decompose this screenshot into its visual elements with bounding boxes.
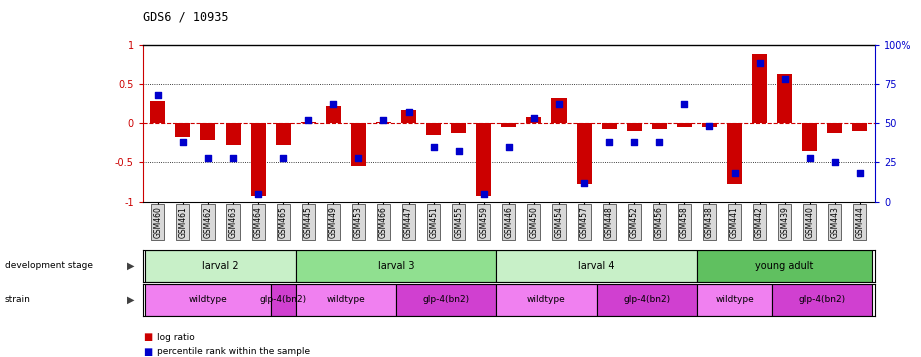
Bar (146, 284, 271, 316)
Text: ▶: ▶ (127, 261, 134, 271)
Bar (251, 123, 265, 196)
Bar (601, 123, 617, 130)
Point (326, 101, 341, 107)
Point (677, 101, 692, 107)
Bar (226, 123, 240, 145)
Text: wildtype: wildtype (527, 295, 565, 305)
Text: wildtype: wildtype (715, 295, 754, 305)
Text: strain: strain (5, 295, 30, 305)
Bar (351, 123, 366, 166)
Bar (677, 123, 692, 127)
Bar (146, 250, 296, 282)
Point (652, 139, 667, 145)
Bar (552, 98, 566, 123)
Text: larval 3: larval 3 (378, 261, 414, 271)
Bar (496, 284, 597, 316)
Bar (802, 123, 817, 151)
Text: log ratio: log ratio (157, 333, 194, 342)
Bar (396, 284, 496, 316)
Bar (296, 284, 396, 316)
Bar (652, 123, 667, 130)
Text: ■: ■ (143, 332, 152, 342)
Point (577, 180, 591, 186)
Text: glp-4(bn2): glp-4(bn2) (423, 295, 470, 305)
Point (150, 92, 165, 98)
Point (301, 117, 316, 123)
Point (351, 155, 366, 161)
Bar (772, 284, 872, 316)
Point (426, 144, 441, 150)
Point (627, 139, 642, 145)
Point (552, 101, 566, 107)
Bar (752, 54, 767, 123)
Point (777, 76, 792, 82)
Point (176, 139, 191, 145)
Bar (697, 250, 872, 282)
Point (702, 124, 717, 129)
Text: wildtype: wildtype (326, 295, 366, 305)
Bar (727, 123, 742, 185)
Bar (271, 284, 296, 316)
Bar (401, 110, 416, 123)
Point (201, 155, 216, 161)
Text: wildtype: wildtype (189, 295, 227, 305)
Text: young adult: young adult (755, 261, 814, 271)
Text: glp-4(bn2): glp-4(bn2) (260, 295, 307, 305)
Point (251, 191, 265, 197)
Text: glp-4(bn2): glp-4(bn2) (799, 295, 845, 305)
Bar (476, 123, 491, 196)
Bar (527, 117, 542, 123)
Bar (702, 123, 717, 127)
Text: development stage: development stage (5, 261, 93, 271)
Text: GDS6 / 10935: GDS6 / 10935 (143, 11, 228, 24)
Text: larval 4: larval 4 (578, 261, 615, 271)
Bar (827, 123, 843, 132)
Bar (496, 250, 697, 282)
Point (827, 160, 842, 165)
Point (802, 155, 817, 161)
Bar (852, 123, 868, 131)
Bar (150, 101, 166, 123)
Point (501, 144, 516, 150)
Bar (201, 123, 216, 140)
Bar (376, 122, 391, 123)
Point (728, 171, 742, 176)
Text: larval 2: larval 2 (203, 261, 239, 271)
Point (451, 149, 466, 154)
Bar (597, 284, 697, 316)
Text: glp-4(bn2): glp-4(bn2) (624, 295, 670, 305)
Point (226, 155, 240, 161)
Point (402, 109, 416, 115)
Point (752, 61, 767, 66)
Bar (501, 123, 517, 127)
Bar (626, 123, 642, 131)
Bar (697, 284, 772, 316)
Bar (275, 123, 291, 145)
Text: percentile rank within the sample: percentile rank within the sample (157, 347, 309, 356)
Bar (777, 75, 792, 123)
Point (527, 116, 542, 121)
Bar (175, 123, 191, 137)
Bar (326, 106, 341, 123)
Bar (296, 250, 496, 282)
Bar (451, 123, 466, 132)
Bar (577, 123, 591, 185)
Point (476, 191, 491, 197)
Text: ▶: ▶ (127, 295, 134, 305)
Text: ■: ■ (143, 347, 152, 357)
Point (376, 117, 391, 123)
Bar (301, 122, 316, 123)
Bar (426, 123, 441, 135)
Point (275, 155, 290, 161)
Point (853, 171, 868, 176)
Point (601, 139, 616, 145)
